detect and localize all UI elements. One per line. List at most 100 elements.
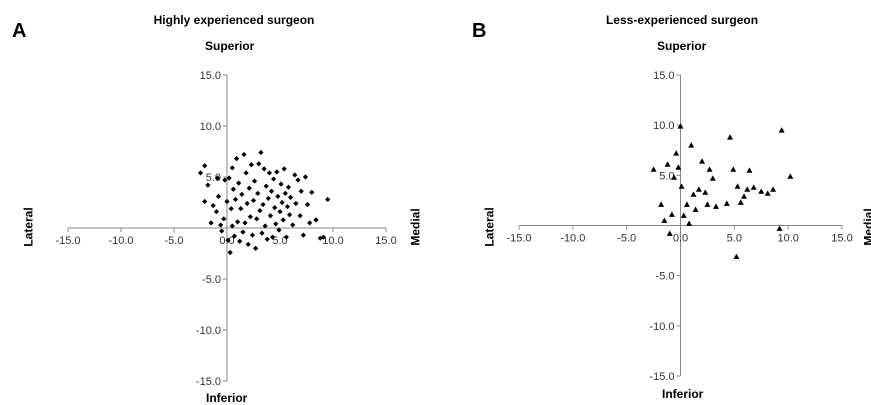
data-point (709, 175, 716, 181)
data-point (695, 186, 702, 192)
x-tick-label: -15.0 (506, 233, 531, 245)
data-point (224, 198, 230, 205)
data-point (713, 203, 720, 209)
data-point (683, 201, 690, 207)
data-point (275, 193, 281, 199)
data-point (673, 150, 680, 156)
data-point (764, 190, 771, 196)
data-point (261, 166, 267, 172)
data-point (256, 161, 262, 167)
data-point (706, 166, 713, 172)
data-point (244, 200, 250, 207)
data-point (222, 177, 228, 183)
data-point (247, 214, 253, 220)
data-point (286, 212, 293, 218)
data-point (744, 186, 751, 192)
data-point (723, 200, 730, 206)
data-point (268, 188, 275, 194)
y-tick-label: -15.0 (649, 371, 674, 383)
data-point (254, 216, 260, 222)
data-point (250, 197, 257, 204)
data-point (257, 208, 263, 214)
y-tick-label: -10.0 (196, 325, 221, 337)
y-tick-label: 5.0 (659, 170, 674, 182)
y-tick-label: 15.0 (200, 70, 221, 82)
data-point (292, 172, 298, 178)
data-point (297, 213, 303, 219)
data-point (686, 220, 693, 226)
data-point (283, 234, 289, 240)
x-tick-label: -15.0 (55, 235, 80, 247)
data-point (231, 233, 238, 239)
y-tick-label: -5.0 (202, 274, 221, 286)
data-point (650, 166, 657, 172)
panel-letter: A (12, 20, 27, 42)
x-tick-label: 5.0 (727, 233, 742, 245)
data-point (251, 178, 258, 184)
data-point (692, 206, 699, 212)
data-point (238, 206, 244, 212)
data-point (284, 203, 291, 210)
data-point (219, 228, 225, 234)
data-point (221, 216, 227, 222)
data-point (288, 194, 294, 200)
data-point (263, 183, 269, 189)
data-point (737, 199, 744, 205)
data-point (255, 190, 261, 196)
data-point (243, 170, 249, 176)
data-point (271, 176, 277, 182)
data-point (668, 211, 675, 217)
data-point (302, 174, 309, 180)
panel-b: B Less-experienced surgeon Superior Infe… (436, 0, 871, 403)
data-point (264, 236, 270, 242)
data-point (273, 221, 279, 227)
data-point (741, 193, 748, 199)
x-tick-label: 5.0 (272, 235, 287, 247)
data-point (269, 234, 276, 240)
data-point (249, 232, 256, 238)
data-point (228, 206, 234, 212)
data-point (267, 213, 274, 219)
data-point (666, 230, 673, 236)
panel-letter: B (472, 20, 487, 42)
chart-title: Less-experienced surgeon (605, 13, 759, 27)
data-point (246, 185, 252, 191)
data-point (787, 173, 794, 179)
data-point (258, 149, 264, 156)
data-point (245, 241, 251, 247)
data-point (202, 198, 208, 205)
data-point (699, 158, 706, 164)
y-tick-label: -5.0 (656, 271, 675, 283)
data-point (746, 167, 753, 173)
data-point (307, 220, 313, 226)
data-point (320, 234, 327, 240)
x-tick-label: 15.0 (375, 235, 396, 247)
x-tick-label: 10.0 (322, 235, 343, 247)
data-point (317, 235, 323, 241)
data-point (230, 186, 236, 192)
data-point (218, 222, 224, 228)
data-point (210, 202, 216, 209)
data-point (197, 170, 204, 176)
data-point (213, 209, 219, 215)
axis-label-bottom: Inferior (206, 391, 248, 405)
data-point (704, 201, 711, 207)
data-point (202, 163, 208, 169)
data-point (776, 225, 783, 231)
data-point (664, 161, 671, 167)
data-point (237, 238, 243, 244)
data-point (208, 220, 214, 226)
data-point (253, 245, 259, 251)
x-tick-label: 15.0 (831, 233, 852, 245)
data-point (281, 166, 287, 172)
data-point (290, 222, 296, 228)
data-point (727, 134, 734, 140)
data-point (313, 217, 319, 223)
data-point (280, 217, 286, 223)
data-point (690, 191, 697, 197)
y-tick-label: 5.0 (206, 172, 221, 184)
data-point (325, 196, 331, 203)
y-tick-label: 10.0 (653, 120, 674, 132)
x-tick-label: -10.0 (560, 233, 585, 245)
data-point (274, 169, 280, 175)
